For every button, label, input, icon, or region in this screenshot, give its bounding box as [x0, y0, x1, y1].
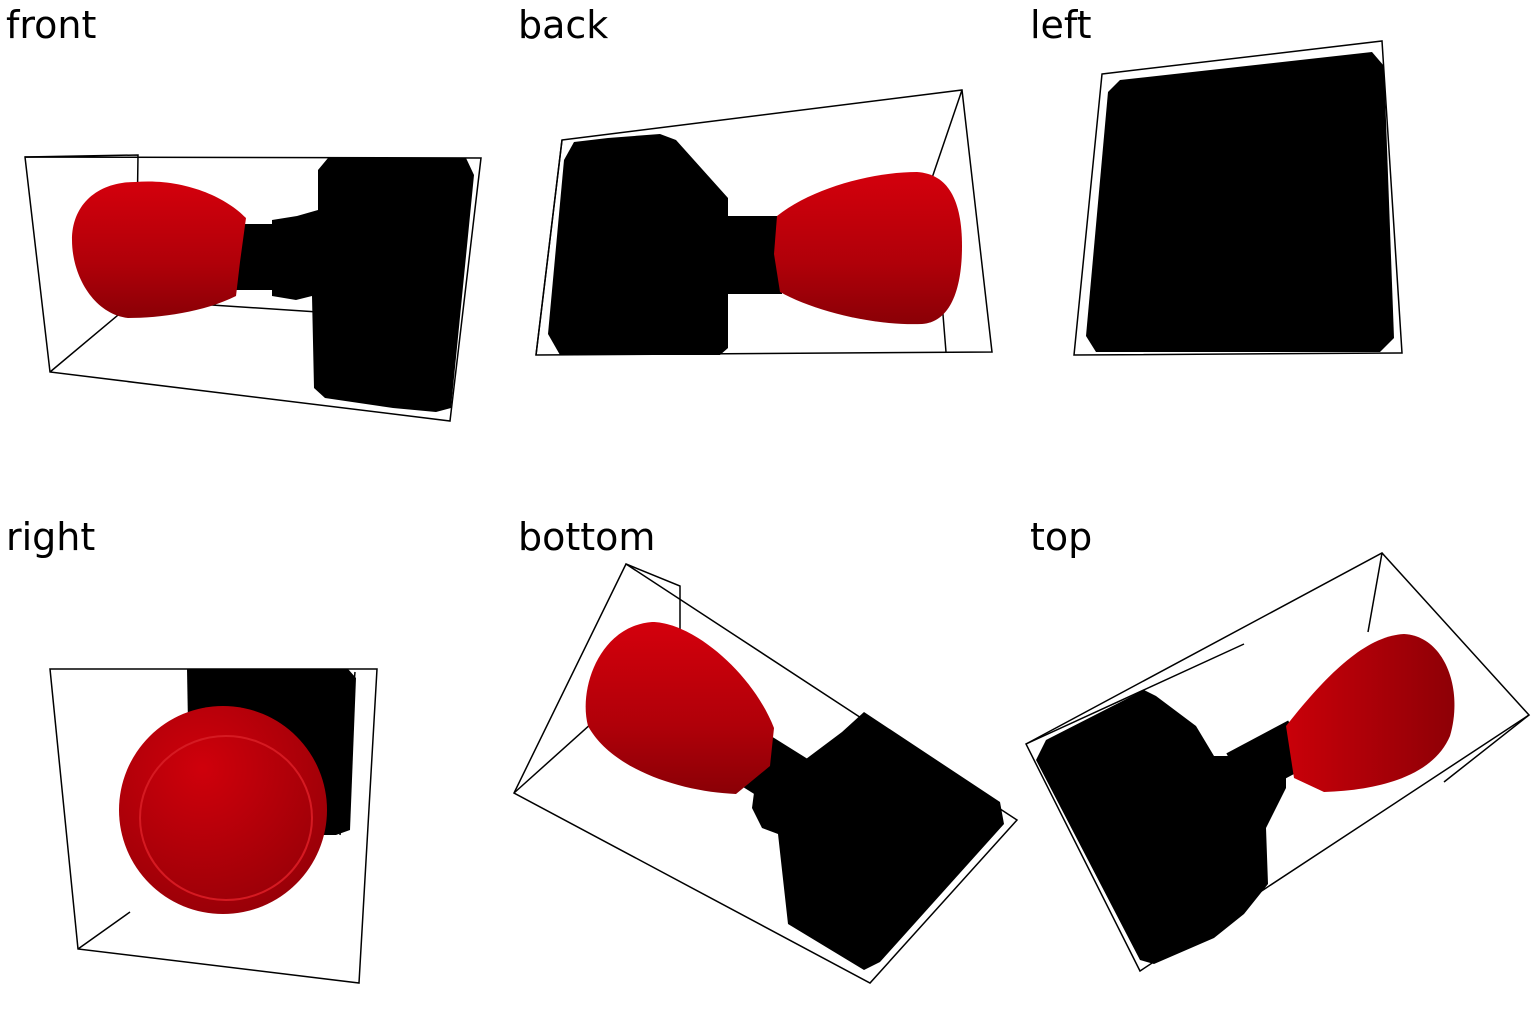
body-shape: [272, 158, 474, 412]
view-label-right: right: [6, 515, 96, 559]
body-shape: [752, 712, 1004, 970]
view-front: front: [0, 0, 512, 512]
head-inner-ring: [139, 735, 313, 901]
right-render: [49, 668, 378, 984]
view-label-bottom: bottom: [518, 515, 656, 559]
head-shape: [774, 172, 962, 325]
body-shape: [1036, 690, 1286, 964]
bounding-box: [1073, 40, 1403, 356]
view-top: top: [1024, 512, 1536, 1024]
head-shape: [72, 181, 246, 318]
head-shape: [119, 706, 327, 914]
head-shape: [585, 622, 774, 794]
back-render: [535, 89, 993, 356]
body-shape: [1086, 52, 1394, 352]
view-label-top: top: [1030, 515, 1093, 559]
view-label-left: left: [1030, 3, 1092, 47]
top-render: [1025, 552, 1531, 973]
view-back: back: [512, 0, 1024, 512]
bottom-render: [513, 562, 1019, 984]
head-shape: [1286, 634, 1455, 792]
bounding-box: [1025, 552, 1531, 973]
neck-shape: [722, 216, 782, 294]
left-render: [1073, 40, 1403, 356]
view-right: right: [0, 512, 512, 1024]
view-bottom: bottom: [512, 512, 1024, 1024]
body-shape: [548, 134, 728, 355]
view-label-front: front: [6, 3, 97, 47]
front-render: [24, 154, 482, 422]
view-label-back: back: [518, 3, 609, 47]
view-left: left: [1024, 0, 1536, 512]
